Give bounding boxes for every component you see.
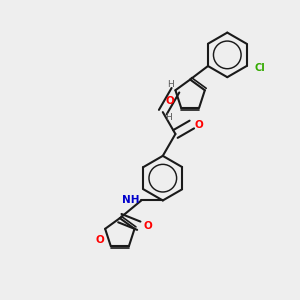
Text: H: H — [165, 113, 172, 122]
Text: Cl: Cl — [254, 62, 265, 73]
Text: O: O — [143, 221, 152, 231]
Text: O: O — [195, 119, 204, 130]
Text: O: O — [96, 235, 104, 245]
Text: NH: NH — [122, 196, 140, 206]
Text: H: H — [167, 80, 173, 89]
Text: O: O — [166, 97, 175, 106]
